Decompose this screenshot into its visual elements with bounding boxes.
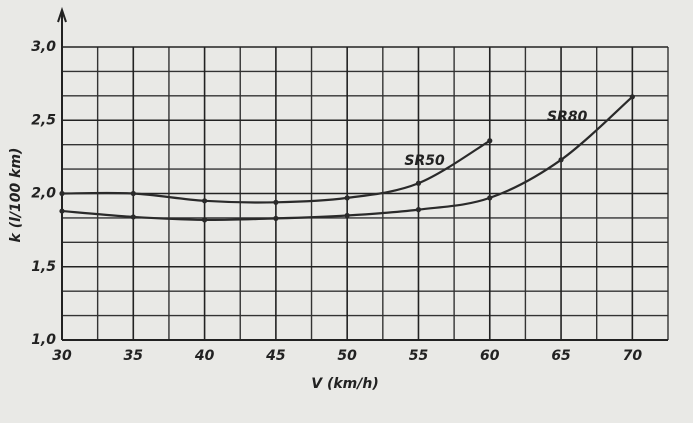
x-tick-label: 45 [265,348,286,364]
y-tick-label: 2,0 [31,186,56,202]
y-axis-label: k (l/100 km) [8,148,24,243]
series-point [487,195,493,201]
x-tick-label: 55 [409,348,429,364]
series-point [59,208,65,214]
series-point [273,215,279,222]
series-point [415,207,422,213]
series-point [201,217,208,223]
x-tick-label: 50 [337,348,357,364]
series-point [487,138,493,144]
series-label: SR50 [404,153,445,169]
series-point [629,94,635,100]
series-label: SR80 [547,109,588,125]
y-tick-label: 1,0 [31,332,56,348]
x-tick-label: 60 [480,348,500,364]
series-point [201,198,208,204]
y-tick-label: 1,5 [31,259,56,275]
y-tick-label: 3,0 [31,39,56,55]
series-point [415,180,422,186]
series-point [130,190,136,197]
y-tick-label: 2,5 [31,112,56,128]
x-tick-label: 30 [52,348,72,364]
y-axis-arrow [57,6,67,23]
series-point [558,157,564,163]
series-point [344,195,350,201]
x-tick-label: 40 [194,348,215,364]
x-axis-label: V (km/h) [311,376,378,392]
x-tick-label: 70 [623,348,643,364]
series-point [130,214,136,220]
series-point [273,199,279,205]
x-tick-label: 65 [551,348,571,364]
x-tick-label: 35 [124,348,144,364]
series-point [344,212,350,219]
series-point [59,190,65,197]
